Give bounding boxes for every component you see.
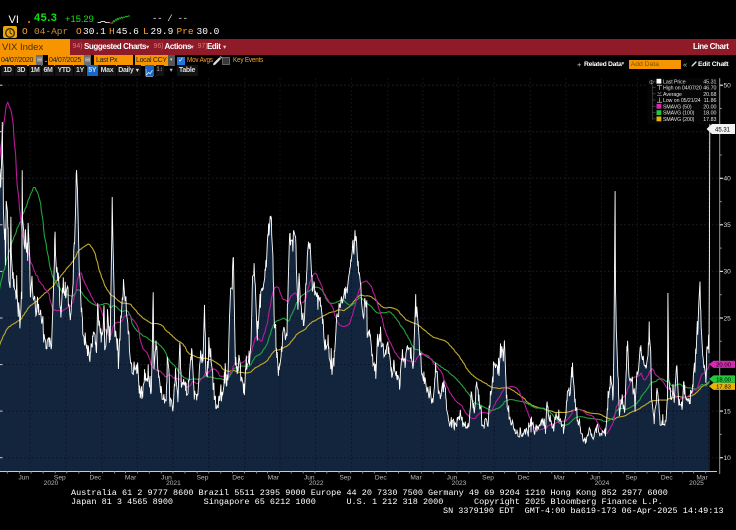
svg-text:11.86: 11.86 <box>704 98 717 104</box>
svg-text:Jun: Jun <box>590 474 601 481</box>
svg-text:SMAVG (50): SMAVG (50) <box>663 104 692 110</box>
svg-text:50: 50 <box>724 83 732 90</box>
svg-text:Mar: Mar <box>125 474 137 481</box>
svg-text:Sep: Sep <box>197 474 209 481</box>
svg-text:40: 40 <box>724 176 732 183</box>
svg-text:Last Price: Last Price <box>663 79 686 85</box>
svg-text:2021: 2021 <box>166 480 181 487</box>
svg-text:Dec: Dec <box>90 474 102 481</box>
svg-text:Jun: Jun <box>304 474 315 481</box>
svg-text:Dec: Dec <box>375 474 387 481</box>
svg-text:20.00: 20.00 <box>703 104 716 110</box>
svg-text:25: 25 <box>724 315 732 322</box>
svg-text:Mar: Mar <box>554 474 566 481</box>
svg-text:Dec: Dec <box>661 474 673 481</box>
svg-text:20.68: 20.68 <box>703 92 716 98</box>
svg-text:10: 10 <box>724 455 732 462</box>
svg-text:20.00: 20.00 <box>716 363 731 369</box>
svg-text:2020: 2020 <box>44 480 59 487</box>
svg-text:SMAVG (200): SMAVG (200) <box>663 117 695 123</box>
svg-text:Sep: Sep <box>339 474 351 481</box>
svg-text:2022: 2022 <box>309 480 324 487</box>
svg-text:Φ: Φ <box>649 80 654 86</box>
svg-text:Mar: Mar <box>268 474 280 481</box>
svg-text:Dec: Dec <box>518 474 530 481</box>
svg-text:Sep: Sep <box>482 474 494 481</box>
svg-text:Jun: Jun <box>18 474 29 481</box>
svg-text:SMAVG (100): SMAVG (100) <box>663 111 695 117</box>
svg-text:2023: 2023 <box>452 480 467 487</box>
svg-text:2025: 2025 <box>689 480 704 487</box>
svg-text:Dec: Dec <box>232 474 244 481</box>
svg-text:Low on 05/21/24: Low on 05/21/24 <box>663 98 701 104</box>
svg-text:High on 04/07/20: High on 04/07/20 <box>663 86 702 92</box>
svg-text:46.70: 46.70 <box>703 86 716 92</box>
svg-text:18.00: 18.00 <box>716 377 731 383</box>
svg-text:30: 30 <box>724 269 732 276</box>
svg-text:Average: Average <box>663 92 682 98</box>
svg-text:Jun: Jun <box>447 474 458 481</box>
svg-text:15: 15 <box>724 408 732 415</box>
svg-text:2024: 2024 <box>595 480 610 487</box>
svg-text:17.83: 17.83 <box>716 385 731 391</box>
svg-text:Jun: Jun <box>161 474 172 481</box>
svg-text:45.31: 45.31 <box>715 127 731 133</box>
svg-text:18.00: 18.00 <box>703 111 716 117</box>
svg-text:Sep: Sep <box>54 474 66 481</box>
svg-text:Mar: Mar <box>410 474 422 481</box>
svg-text:Mar: Mar <box>696 474 708 481</box>
svg-text:17.83: 17.83 <box>703 117 716 123</box>
svg-text:Sep: Sep <box>625 474 637 481</box>
svg-text:45.31: 45.31 <box>703 79 716 85</box>
svg-text:35: 35 <box>724 222 732 229</box>
